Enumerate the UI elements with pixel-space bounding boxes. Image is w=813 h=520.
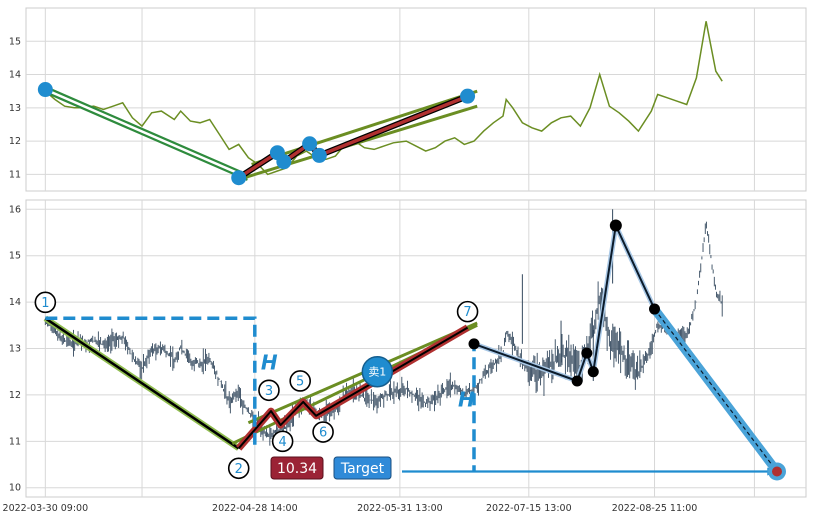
ytick-bottom-1: 11 (9, 436, 21, 447)
xtick-3: 2022-07-15 13:00 (486, 503, 572, 514)
xtick-2: 2022-05-31 13:00 (357, 503, 443, 514)
h-measure-left (45, 316, 257, 449)
ytick-bottom-2: 12 (9, 390, 21, 401)
sell-label: 卖1 (368, 366, 386, 379)
top-pivot-1 (231, 170, 247, 186)
top-pivot-6 (460, 88, 476, 104)
target-badge: Target (340, 461, 385, 477)
ytick-bottom-3: 13 (9, 344, 21, 355)
ytick-top-0: 11 (9, 169, 21, 180)
ytick-top-2: 13 (9, 103, 21, 114)
point-label-6: 6 (319, 426, 327, 441)
point-label-5: 5 (296, 374, 304, 389)
price-badge: 10.34 (277, 461, 317, 477)
point-label-circle-1 (34, 291, 57, 314)
ytick-bottom-4: 14 (9, 297, 21, 308)
ytick-top-3: 14 (9, 70, 21, 81)
xtick-4: 2022-08-25 11:00 (612, 503, 698, 514)
top-fall-band-center (44, 88, 249, 179)
point-label-circle-7 (456, 300, 479, 323)
xtick-1: 2022-04-28 14:00 (212, 503, 298, 514)
top-channel-upper (251, 89, 478, 166)
post-node-1 (571, 375, 583, 387)
price-badge-box (270, 456, 324, 480)
top-pivot-5 (311, 147, 327, 163)
point-label-4: 4 (278, 435, 286, 450)
rise-zigzag-line (237, 326, 469, 449)
h-label-right: H (458, 388, 475, 412)
plot-frame-top (25, 7, 807, 192)
post-node-5 (649, 303, 661, 315)
point-label-circle-6 (312, 421, 334, 443)
point-label-2: 2 (235, 462, 243, 477)
point-label-1: 1 (41, 296, 49, 311)
ytick-bottom-5: 15 (9, 251, 21, 262)
point-label-7: 7 (463, 305, 471, 320)
top-pivot-0 (37, 82, 53, 98)
ytick-top-1: 12 (9, 136, 21, 147)
target-badge-box (333, 456, 392, 480)
post-node-0 (468, 338, 480, 350)
point-label-circle-4 (271, 430, 294, 453)
ytick-bottom-6: 16 (9, 204, 21, 215)
post-path-line (473, 224, 656, 382)
post-node-4 (609, 219, 622, 232)
post-node-3 (587, 366, 599, 378)
xtick-0: 2022-03-30 09:00 (3, 503, 89, 514)
sell-marker (361, 355, 394, 388)
top-pivot-3 (276, 154, 292, 170)
point-label-circle-3 (258, 379, 280, 402)
point-label-circle-5 (289, 370, 311, 392)
post-node-2 (581, 347, 593, 359)
top-pivot-4 (302, 136, 318, 152)
ytick-bottom-0: 10 (9, 483, 21, 494)
top-zigzag (237, 94, 469, 180)
projection-line (654, 308, 778, 472)
ytick-top-4: 15 (9, 36, 21, 47)
top-price-line (44, 21, 723, 176)
target-marker-inner (771, 466, 782, 477)
point-label-3: 3 (265, 384, 273, 399)
fall-leg-line (44, 317, 240, 450)
point-label-circle-2 (227, 457, 250, 480)
h-label-left: H (261, 350, 278, 374)
